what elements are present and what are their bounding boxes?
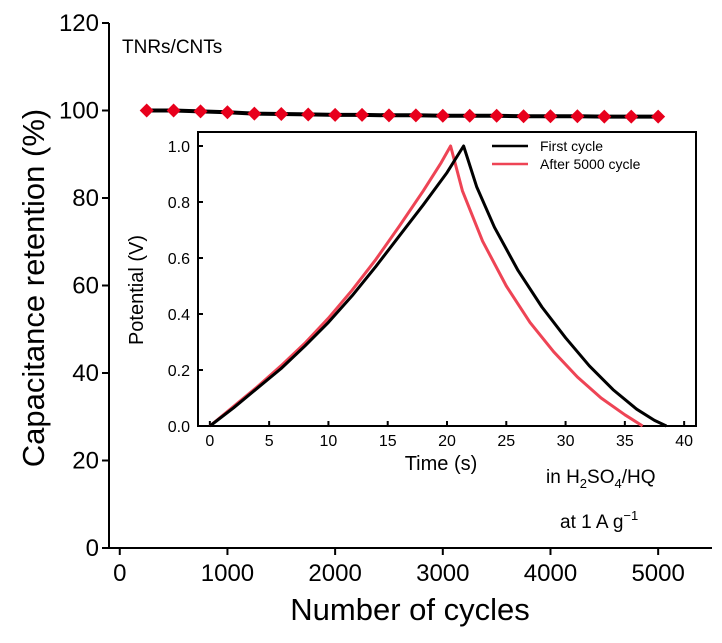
inset-x-tick-label: 35 — [616, 433, 634, 450]
electrolyte-suffix: /HQ — [622, 467, 656, 488]
retention-point — [381, 108, 396, 123]
retention-point — [462, 108, 477, 123]
inset-y-axis-title: Potential (V) — [126, 235, 148, 345]
retention-point — [220, 105, 235, 120]
main-x-tick-label: 5000 — [631, 560, 684, 587]
inset-y-tick-label: 0.8 — [168, 195, 190, 212]
main-x-axis-title: Number of cycles — [290, 592, 529, 627]
current-density-label: at 1 A g−1 — [560, 508, 638, 533]
inset-x-tick-label: 15 — [379, 433, 397, 450]
inset-x-tick-label: 25 — [497, 433, 515, 450]
inset-frame — [197, 131, 697, 427]
retention-point — [516, 109, 531, 124]
inset-x-tick-label: 30 — [557, 433, 575, 450]
retention-point — [328, 107, 343, 122]
retention-point — [489, 108, 504, 123]
inset-y-tick-label: 0.4 — [168, 307, 190, 324]
inset-y-tick-label: 0.0 — [168, 419, 190, 436]
main-y-tick-label: 120 — [59, 10, 99, 37]
current-prefix: at 1 A g — [560, 512, 623, 533]
retention-point — [301, 107, 316, 122]
retention-point — [274, 107, 289, 121]
inset-legend: First cycle After 5000 cycle — [492, 138, 641, 172]
retention-point — [166, 103, 181, 118]
retention-point — [193, 104, 208, 119]
inset-x-tick-label: 40 — [675, 433, 693, 450]
electrolyte-mid: SO — [587, 467, 614, 488]
inset-y-ticks: 0.0 0.2 0.4 0.6 0.8 1.0 — [168, 139, 203, 436]
main-y-ticks: 0 20 40 60 80 100 120 — [59, 10, 109, 562]
main-y-tick-label: 100 — [59, 98, 99, 125]
electrolyte-prefix: in H — [546, 467, 580, 488]
retention-point — [247, 106, 262, 121]
inset-y-tick-label: 0.6 — [168, 251, 190, 268]
inset-x-tick-label: 10 — [320, 433, 338, 450]
retention-point — [570, 109, 585, 124]
main-x-tick-label: 1000 — [201, 560, 254, 587]
inset-series — [208, 144, 668, 428]
electrolyte-sub2: 4 — [614, 476, 621, 491]
retention-point — [651, 109, 666, 124]
retention-point — [597, 109, 612, 124]
inset-x-tick-label: 5 — [265, 433, 274, 450]
electrolyte-label: in H2SO4/HQ — [546, 467, 656, 491]
inset-y-tick-label: 0.2 — [168, 363, 190, 380]
main-y-tick-label: 60 — [72, 273, 99, 300]
retention-point — [408, 108, 423, 123]
retention-point — [543, 109, 558, 124]
legend-label-first-cycle: First cycle — [540, 138, 603, 154]
electrolyte-sub1: 2 — [580, 476, 587, 491]
main-y-tick-label: 40 — [72, 360, 99, 387]
retention-point — [435, 108, 450, 123]
main-y-tick-label: 0 — [86, 535, 99, 562]
main-y-tick-label: 80 — [72, 185, 99, 212]
main-x-tick-label: 3000 — [416, 560, 469, 587]
after-5000-cycle-line — [208, 144, 644, 428]
inset-x-tick-label: 20 — [438, 433, 456, 450]
first-cycle-line — [208, 144, 668, 428]
retention-point — [624, 109, 639, 124]
inset-x-tick-label: 0 — [205, 433, 214, 450]
legend-label-after-5000: After 5000 cycle — [540, 156, 641, 172]
retention-point — [139, 103, 154, 118]
main-y-tick-label: 20 — [72, 448, 99, 475]
main-y-axis-title: Capacitance retention (%) — [16, 109, 51, 467]
inset-x-ticks: 0 5 10 15 20 25 30 35 40 — [205, 421, 693, 450]
main-x-ticks: 0 1000 2000 3000 4000 5000 — [113, 548, 685, 587]
sample-label: TNRs/CNTs — [122, 37, 222, 58]
inset-plot: 0 5 10 15 20 25 30 35 40 0.0 0.2 0.4 0.6 0.8 1.0 Time… — [126, 131, 697, 475]
main-series — [139, 103, 666, 124]
inset-x-axis-title: Time (s) — [405, 453, 478, 475]
retention-point — [355, 107, 370, 122]
main-x-tick-label: 0 — [113, 560, 126, 587]
current-sup: −1 — [623, 508, 638, 523]
main-x-tick-label: 4000 — [524, 560, 577, 587]
inset-y-tick-label: 1.0 — [168, 139, 190, 156]
main-x-tick-label: 2000 — [308, 560, 361, 587]
